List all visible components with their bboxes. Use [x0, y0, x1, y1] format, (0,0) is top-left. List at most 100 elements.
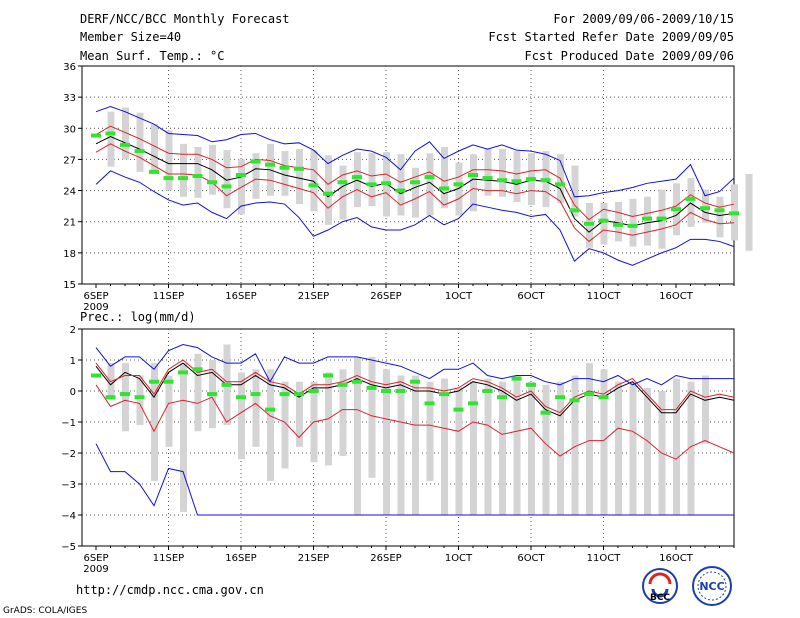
ensemble-range-bar: [644, 196, 651, 246]
observed-marker: [294, 392, 304, 397]
ensemble-range-bar: [310, 150, 318, 212]
ensemble-min-line: [95, 443, 734, 516]
observed-marker: [294, 166, 304, 171]
observed-marker: [308, 389, 319, 393]
precipitation-plot-frame: [81, 328, 735, 547]
ensemble-range-bar: [470, 154, 477, 212]
x-tick-label: 11OCT: [587, 553, 622, 564]
ensemble-range-bar: [455, 387, 463, 515]
ensemble-range-bar: [455, 162, 463, 216]
member-size: Member Size=40: [80, 30, 181, 44]
y-tick-label: 27: [63, 155, 76, 166]
ncc-logo-text: NCC: [699, 580, 724, 593]
ensemble-range-bar: [513, 151, 521, 202]
ensemble-range-bar: [325, 155, 332, 225]
ensemble-mean-line: [95, 362, 735, 417]
observed-marker: [613, 222, 623, 227]
ensemble-range-bar: [252, 369, 260, 447]
observed-marker: [120, 392, 130, 397]
y-tick-label: 33: [63, 93, 76, 104]
ensemble-range-bar: [600, 369, 608, 515]
observed-marker: [453, 407, 464, 412]
observed-marker: [192, 174, 203, 179]
observed-marker: [468, 173, 478, 177]
ensemble-range-bar: [441, 378, 448, 515]
ensemble-range-bar: [281, 151, 289, 196]
y-tick-label: 1: [70, 356, 76, 367]
observed-marker: [453, 182, 464, 187]
observed-marker: [627, 223, 638, 228]
observed-marker: [511, 179, 522, 184]
precip-variable-label: Prec.: log(mm/d): [80, 310, 196, 324]
ncc-logo: NCC: [692, 566, 732, 606]
observed-marker: [497, 178, 507, 183]
ensemble-range-bar: [397, 375, 405, 515]
observed-marker: [540, 410, 551, 415]
x-tick-label: 6OCT: [517, 553, 545, 564]
observed-marker: [279, 165, 290, 170]
ensemble-range-bar: [542, 384, 550, 515]
x-tick-label: 26SEP: [370, 291, 401, 302]
x-tick-year: 2009: [83, 564, 108, 575]
ensemble-range-bar: [296, 149, 303, 205]
observed-marker: [323, 373, 333, 378]
ensemble-range-bar: [484, 378, 492, 515]
ensemble-range-bar: [644, 387, 651, 515]
observed-marker: [511, 376, 522, 381]
observed-marker: [250, 392, 261, 397]
ensemble-range-bar: [296, 381, 303, 447]
ensemble-range-bar: [702, 375, 709, 444]
observed-marker: [526, 382, 536, 387]
ensemble-range-bar: [339, 369, 347, 457]
observed-marker: [236, 173, 246, 177]
ensemble-max-line: [95, 105, 735, 198]
ensemble-range-bar: [716, 196, 724, 238]
observed-marker: [149, 379, 159, 384]
ensemble-range-bar: [354, 152, 361, 208]
observed-marker: [207, 392, 217, 397]
ensemble-range-bar: [571, 165, 579, 217]
observed-marker: [308, 183, 319, 188]
observed-marker: [584, 392, 594, 397]
ensemble-range-bar: [513, 375, 521, 515]
ensemble-range-bar: [194, 353, 202, 432]
ensemble-range-bar: [687, 178, 695, 227]
ensemble-range-bar: [122, 107, 129, 160]
x-tick-label: 11SEP: [153, 553, 184, 564]
ensemble-range-bar: [499, 149, 506, 197]
variable-label: Mean Surf. Temp.: °C: [80, 49, 225, 63]
ensemble-range-bar: [165, 375, 173, 447]
observed-marker: [105, 131, 116, 136]
upper-spread-line: [95, 359, 735, 414]
y-tick-label: 30: [63, 124, 76, 135]
x-tick-year: 2009: [83, 302, 108, 313]
x-tick-label: 16OCT: [659, 553, 694, 564]
observed-marker: [424, 175, 435, 180]
ensemble-range-bar: [180, 143, 187, 197]
x-tick-label: 11OCT: [587, 291, 622, 302]
ensemble-range-bar: [586, 363, 593, 515]
ensemble-range-bar: [397, 154, 405, 216]
observed-marker: [134, 395, 145, 400]
ensemble-range-bar: [470, 381, 477, 515]
ensemble-range-bar: [673, 378, 680, 515]
source-url[interactable]: http://cmdp.ncc.cma.gov.cn: [76, 583, 264, 597]
observed-marker: [381, 389, 391, 393]
ensemble-range-bar: [745, 173, 753, 251]
observed-marker: [279, 392, 290, 397]
observed-marker: [497, 395, 507, 400]
observed-marker: [439, 392, 449, 397]
y-tick-label: 21: [63, 218, 76, 229]
ensemble-range-bar: [368, 153, 376, 207]
temperature-panel: 15 18 21 24 27 30 33 36 6SEP 11SEP 16SEP 21SEP 26SEP…: [63, 62, 753, 313]
ensemble-range-bar: [383, 369, 390, 515]
y-tick-label: −4: [61, 511, 76, 522]
observed-marker: [671, 207, 681, 212]
forecast-period: For 2009/09/06-2009/10/15: [553, 12, 734, 26]
observed-marker: [337, 180, 348, 185]
y-tick-label: 15: [63, 280, 76, 291]
ensemble-range-bar: [484, 149, 492, 196]
y-tick-label: 24: [63, 187, 76, 198]
ensemble-range-bar: [499, 381, 506, 515]
y-tick-label: −3: [61, 480, 76, 491]
